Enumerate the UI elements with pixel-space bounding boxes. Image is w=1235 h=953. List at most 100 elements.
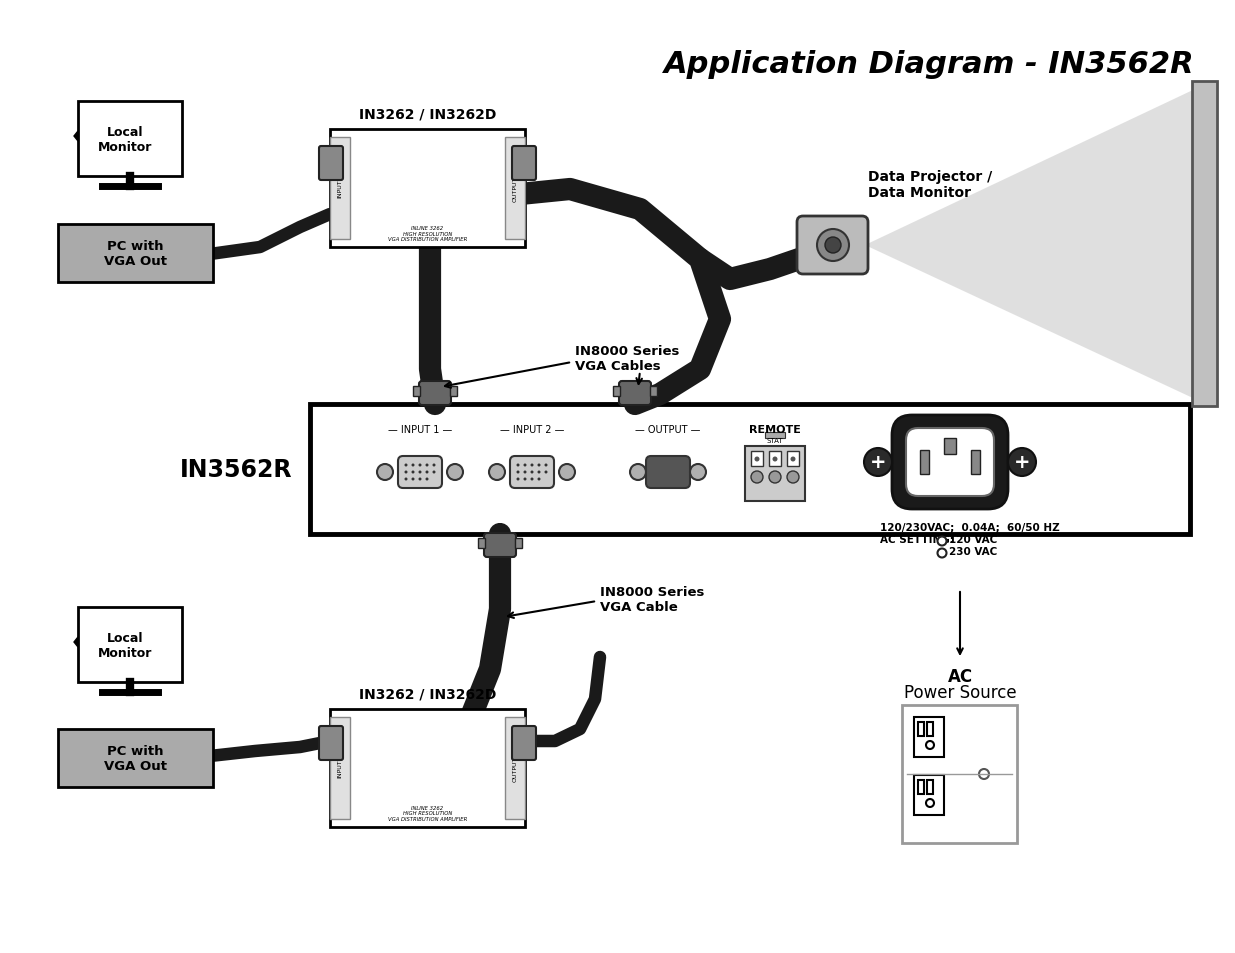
Text: +: + <box>1014 453 1030 472</box>
Text: REMOTE: REMOTE <box>750 424 802 435</box>
Bar <box>1192 82 1216 407</box>
Circle shape <box>432 464 436 467</box>
Circle shape <box>531 464 534 467</box>
Circle shape <box>516 464 520 467</box>
Circle shape <box>405 471 408 474</box>
Bar <box>920 451 929 475</box>
Text: 120/230VAC;  0.04A;  60/50 HZ: 120/230VAC; 0.04A; 60/50 HZ <box>881 522 1060 533</box>
Bar <box>78 607 182 682</box>
Bar <box>330 709 525 827</box>
Text: INLINE 3262
HIGH RESOLUTION
VGA DISTRIBUTION AMPLIFIER: INLINE 3262 HIGH RESOLUTION VGA DISTRIBU… <box>388 226 467 242</box>
Circle shape <box>690 464 706 480</box>
Bar <box>505 718 525 820</box>
Bar <box>58 729 212 787</box>
Bar <box>310 405 1191 535</box>
Circle shape <box>537 471 541 474</box>
Text: Power Source: Power Source <box>904 683 1016 701</box>
Text: INLINE 3262
HIGH RESOLUTION
VGA DISTRIBUTION AMPLIFIER: INLINE 3262 HIGH RESOLUTION VGA DISTRIBU… <box>388 805 467 821</box>
Circle shape <box>630 464 646 480</box>
Text: AC SETTING:: AC SETTING: <box>881 535 953 544</box>
Circle shape <box>755 457 760 462</box>
Circle shape <box>419 471 421 474</box>
Text: 230 VAC: 230 VAC <box>948 546 997 557</box>
Circle shape <box>537 464 541 467</box>
Text: OUTPUT: OUTPUT <box>513 756 517 781</box>
Circle shape <box>751 472 763 483</box>
Circle shape <box>926 741 934 749</box>
Bar <box>515 538 522 548</box>
FancyBboxPatch shape <box>319 147 343 181</box>
Bar <box>613 387 620 396</box>
Bar <box>478 538 485 548</box>
FancyBboxPatch shape <box>513 147 536 181</box>
Text: INPUT: INPUT <box>337 179 342 198</box>
Polygon shape <box>864 90 1205 399</box>
Text: 120 VAC: 120 VAC <box>948 535 997 544</box>
Circle shape <box>790 457 795 462</box>
Bar <box>944 438 956 455</box>
Circle shape <box>524 464 526 467</box>
Text: INPUT: INPUT <box>337 759 342 778</box>
Text: STAT: STAT <box>767 437 783 443</box>
Circle shape <box>419 478 421 481</box>
Circle shape <box>559 464 576 480</box>
Text: PC with
VGA Out: PC with VGA Out <box>104 240 167 268</box>
Text: OUTPUT: OUTPUT <box>513 176 517 201</box>
Bar <box>78 102 182 177</box>
Text: — INPUT 1 —: — INPUT 1 — <box>388 424 452 435</box>
Circle shape <box>426 464 429 467</box>
Circle shape <box>405 478 408 481</box>
Circle shape <box>489 464 505 480</box>
Circle shape <box>864 449 892 476</box>
Circle shape <box>377 464 393 480</box>
FancyBboxPatch shape <box>892 416 1008 510</box>
Bar <box>330 718 350 820</box>
Circle shape <box>516 478 520 481</box>
Circle shape <box>411 471 415 474</box>
Bar <box>450 387 457 396</box>
Bar <box>902 705 1016 843</box>
Circle shape <box>531 471 534 474</box>
Circle shape <box>545 464 547 467</box>
Circle shape <box>926 800 934 807</box>
Text: IN3262 / IN3262D: IN3262 / IN3262D <box>359 108 496 122</box>
Text: IN3562R: IN3562R <box>179 457 291 481</box>
Bar <box>751 452 763 467</box>
Polygon shape <box>74 132 78 142</box>
FancyBboxPatch shape <box>319 726 343 760</box>
Circle shape <box>537 478 541 481</box>
Text: — OUTPUT —: — OUTPUT — <box>635 424 700 435</box>
Circle shape <box>432 471 436 474</box>
FancyBboxPatch shape <box>513 726 536 760</box>
Circle shape <box>426 471 429 474</box>
Circle shape <box>979 769 989 780</box>
Text: PC with
VGA Out: PC with VGA Out <box>104 744 167 772</box>
Bar <box>58 225 212 283</box>
Text: Local
Monitor: Local Monitor <box>98 631 152 659</box>
Bar <box>787 452 799 467</box>
Bar <box>505 138 525 240</box>
Circle shape <box>1008 449 1036 476</box>
Circle shape <box>937 549 946 558</box>
Bar <box>764 433 785 438</box>
FancyBboxPatch shape <box>797 216 868 274</box>
Bar <box>769 452 781 467</box>
Circle shape <box>411 464 415 467</box>
Bar <box>914 718 944 758</box>
Text: IN3262 / IN3262D: IN3262 / IN3262D <box>359 687 496 701</box>
Circle shape <box>516 471 520 474</box>
Bar <box>330 138 350 240</box>
Text: IN8000 Series
VGA Cable: IN8000 Series VGA Cable <box>600 585 704 614</box>
Circle shape <box>419 464 421 467</box>
Bar <box>650 387 657 396</box>
Bar <box>927 722 932 737</box>
Bar <box>412 387 420 396</box>
Bar <box>918 722 924 737</box>
FancyBboxPatch shape <box>419 381 451 406</box>
Bar <box>745 447 805 501</box>
Circle shape <box>825 237 841 253</box>
Circle shape <box>937 537 946 546</box>
FancyBboxPatch shape <box>646 456 690 489</box>
Circle shape <box>405 464 408 467</box>
Circle shape <box>818 230 848 262</box>
